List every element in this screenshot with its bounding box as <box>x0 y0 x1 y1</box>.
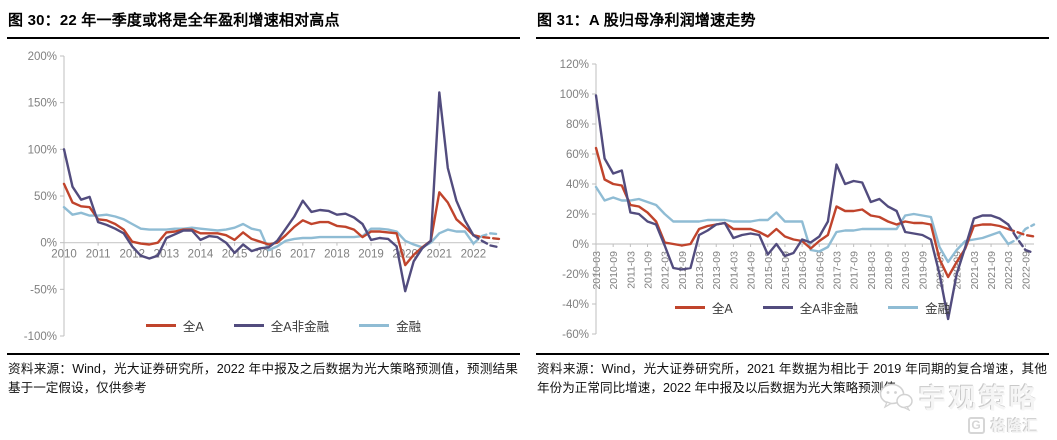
svg-text:2014: 2014 <box>188 249 214 261</box>
svg-text:2016-09: 2016-09 <box>814 251 826 290</box>
svg-text:2011-03: 2011-03 <box>625 251 637 289</box>
watermark-logo: G 格隆汇 <box>967 415 1039 436</box>
svg-text:2019-09: 2019-09 <box>917 251 929 290</box>
svg-text:2020-03: 2020-03 <box>935 251 947 290</box>
figure-30-title: 图 30：22 年一季度或将是全年盈利增速相对高点 <box>7 5 520 39</box>
watermark-logo-text: 格隆汇 <box>990 418 1039 435</box>
svg-text:80%: 80% <box>566 119 589 131</box>
svg-text:2017-03: 2017-03 <box>831 251 843 290</box>
svg-text:-100%: -100% <box>24 331 57 343</box>
svg-text:2015-09: 2015-09 <box>780 251 792 290</box>
svg-text:120%: 120% <box>560 59 589 71</box>
svg-text:-60%: -60% <box>562 329 589 341</box>
svg-text:2021-09: 2021-09 <box>986 251 998 290</box>
figure-31-source-note: 资料来源：Wind，光大证券研究所，2021 年数据为相比于 2019 年同期的… <box>536 353 1049 398</box>
svg-text:2010-09: 2010-09 <box>608 251 620 290</box>
figure-31-title: 图 31：A 股归母净利润增速走势 <box>536 5 1049 39</box>
svg-text:0%: 0% <box>40 238 57 250</box>
svg-text:2021: 2021 <box>426 249 452 261</box>
svg-text:2017: 2017 <box>290 249 316 261</box>
svg-text:2022: 2022 <box>461 249 487 261</box>
svg-text:60%: 60% <box>566 149 589 161</box>
svg-text:2010-03: 2010-03 <box>591 251 603 290</box>
svg-text:-40%: -40% <box>562 299 589 311</box>
svg-text:2013-09: 2013-09 <box>711 251 723 290</box>
svg-text:2013-03: 2013-03 <box>694 251 706 290</box>
svg-text:2016-03: 2016-03 <box>797 251 809 290</box>
svg-text:2019-03: 2019-03 <box>900 251 912 290</box>
svg-text:2014-09: 2014-09 <box>746 251 758 290</box>
svg-text:0%: 0% <box>572 239 589 251</box>
svg-text:20%: 20% <box>566 209 589 221</box>
svg-text:100%: 100% <box>28 144 57 156</box>
figure-30-chart-area: -100% -50% 0% 50% 100% 150% 200% 2010 2011 2012 20… <box>7 39 520 351</box>
svg-text:-20%: -20% <box>562 269 589 281</box>
svg-text:2016: 2016 <box>256 249 282 261</box>
svg-text:2022-03: 2022-03 <box>1003 251 1015 290</box>
svg-text:2010: 2010 <box>51 249 77 261</box>
figure-31-chart-area: -60% -40% -20% 0% 20% 40% 60% 80% 100% 120% 2010-0… <box>536 39 1049 351</box>
svg-text:200%: 200% <box>28 51 57 63</box>
figure-30-source-note: 资料来源：Wind，光大证券研究所，2022 年中报及之后数据为光大策略预测值，… <box>7 353 520 398</box>
figure-30: 图 30：22 年一季度或将是全年盈利增速相对高点 -100% -50% 0% 50%… <box>7 5 520 398</box>
net-profit-growth-trend-line-chart: -60% -40% -20% 0% 20% 40% 60% 80% 100% 120% 2010-0… <box>560 59 1036 341</box>
svg-text:2019: 2019 <box>358 249 384 261</box>
svg-text:150%: 150% <box>28 98 57 110</box>
svg-text:100%: 100% <box>560 89 589 101</box>
svg-text:2015: 2015 <box>222 249 248 261</box>
svg-text:2011-09: 2011-09 <box>643 251 655 289</box>
svg-text:2018-03: 2018-03 <box>866 251 878 290</box>
svg-text:2018: 2018 <box>324 249 350 261</box>
svg-text:50%: 50% <box>34 191 57 203</box>
gelonghui-icon: G <box>967 417 985 434</box>
svg-text:2012-03: 2012-03 <box>660 251 672 290</box>
svg-text:40%: 40% <box>566 179 589 191</box>
svg-text:-50%: -50% <box>30 284 57 296</box>
svg-text:2018-09: 2018-09 <box>883 251 895 290</box>
figure-31: 图 31：A 股归母净利润增速走势 -60% -40% -20% 0% 20% 40% 60… <box>536 5 1049 398</box>
svg-text:2022-09: 2022-09 <box>1020 251 1032 290</box>
profit-growth-annual-line-chart: -100%-50%0%50%100%150%200%2010 2011 2012 20… <box>24 51 501 343</box>
svg-text:2021-03: 2021-03 <box>969 251 981 290</box>
svg-text:2015-03: 2015-03 <box>763 251 775 290</box>
svg-text:2014-03: 2014-03 <box>728 251 740 290</box>
svg-text:2011: 2011 <box>86 249 111 261</box>
svg-text:2017-09: 2017-09 <box>849 251 861 290</box>
report-figures-row: 图 30：22 年一季度或将是全年盈利增速相对高点 -100% -50% 0% 50%… <box>7 5 1049 398</box>
